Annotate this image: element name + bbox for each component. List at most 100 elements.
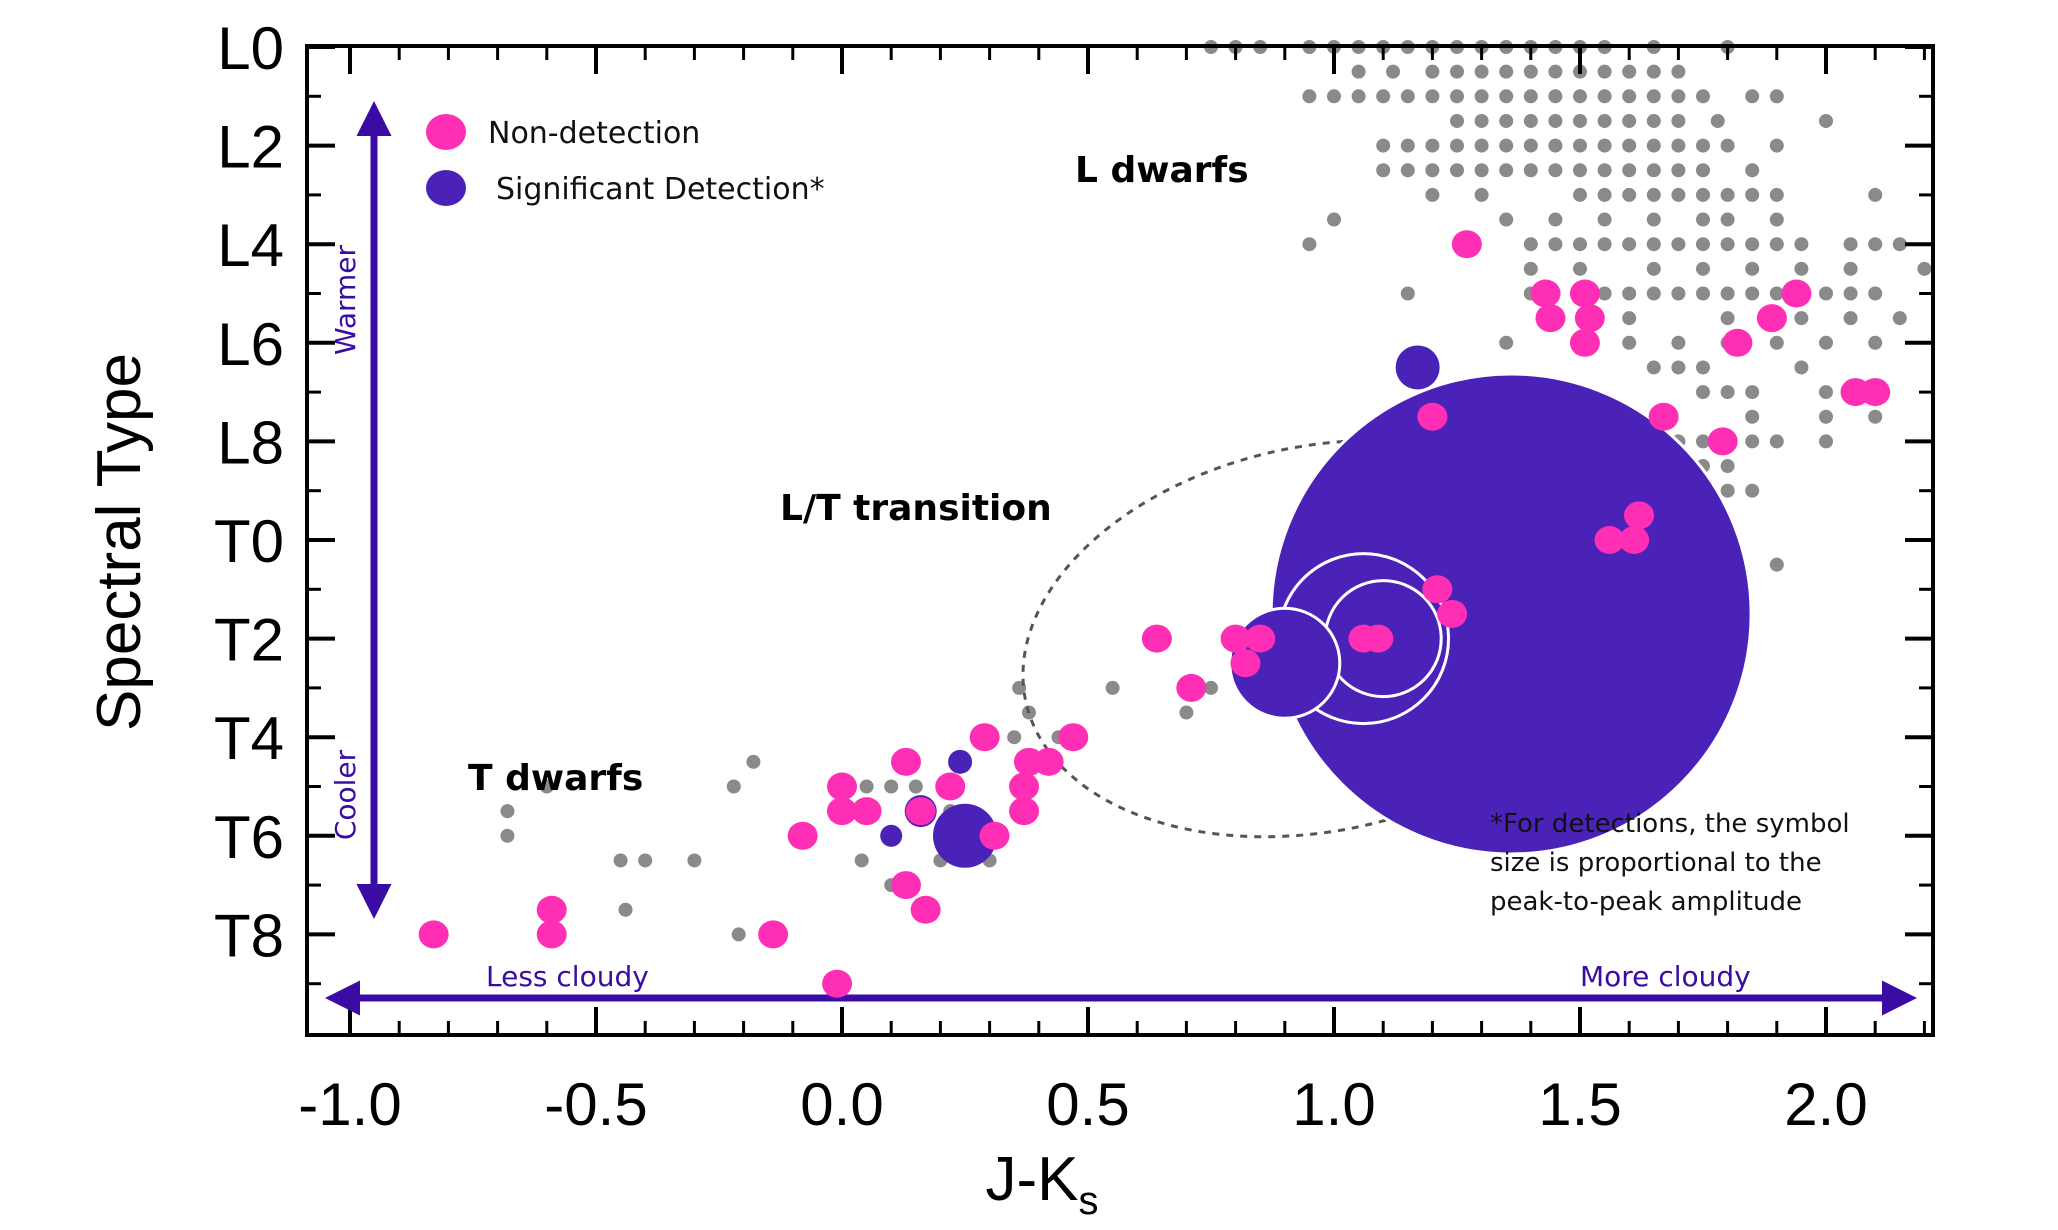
background-point [1622, 138, 1637, 153]
background-point [1573, 187, 1587, 202]
legend: Non-detection Significant Detection* [426, 114, 825, 207]
background-point [1548, 237, 1563, 252]
background-point [1794, 360, 1809, 375]
background-point [1523, 237, 1538, 252]
warmer-label: Warmer [329, 244, 362, 355]
background-point [1302, 237, 1317, 252]
background-point [1400, 138, 1415, 153]
background-point [1868, 335, 1883, 350]
background-point [1745, 261, 1760, 276]
non-detection-point [910, 895, 941, 924]
less-cloudy-label: Less cloudy [486, 960, 649, 993]
non-detection-point [822, 969, 853, 998]
background-point [1671, 286, 1686, 301]
background-point [1646, 261, 1661, 276]
non-detection-point [1574, 304, 1605, 333]
x-tick-label: 1.5 [1538, 1071, 1621, 1138]
background-point [1819, 113, 1833, 128]
legend-non-detection-label: Non-detection [488, 116, 700, 151]
non-detection-point [1569, 279, 1600, 308]
background-point [1843, 237, 1858, 252]
background-point [1769, 89, 1784, 104]
background-point [1745, 286, 1760, 301]
axes: -1.0 -0.5 0.0 0.5 1.0 1.5 2.0 L0 L2 L4 L6 L8 T0 T2 T4 T… [214, 15, 1935, 1138]
background-point [1622, 113, 1637, 128]
background-point [1622, 311, 1637, 326]
background-point [1376, 138, 1391, 153]
x-tick-label: 2.0 [1784, 1071, 1867, 1138]
y-tick-label: T0 [214, 508, 284, 575]
x-axis-title-main: J-K [986, 1145, 1079, 1214]
background-point [1794, 261, 1809, 276]
background-point [1745, 409, 1760, 424]
background-point [1720, 385, 1735, 400]
background-point [1597, 163, 1612, 178]
background-point [1007, 730, 1022, 745]
background-point [1646, 286, 1661, 301]
non-detection-point [1230, 649, 1261, 678]
background-point [1671, 237, 1686, 252]
background-point [1351, 89, 1366, 104]
detection-size-note: *For detections, the symbol size is prop… [1490, 809, 1850, 917]
background-point [1745, 187, 1760, 202]
background-point [1819, 335, 1833, 350]
background-point [859, 779, 874, 794]
non-detection-point [1009, 797, 1040, 826]
y-tick-label: L6 [217, 311, 284, 378]
background-point [1646, 113, 1661, 128]
non-detection-point [905, 797, 936, 826]
background-point [1868, 286, 1883, 301]
background-point [1819, 434, 1833, 449]
y-tick-label: T6 [214, 804, 284, 871]
background-point [1450, 89, 1464, 104]
note-line-3: peak-to-peak amplitude [1490, 887, 1802, 917]
non-detection-point [1535, 304, 1566, 333]
background-point [1523, 89, 1538, 104]
background-point [1474, 163, 1489, 178]
background-point [1794, 237, 1809, 252]
background-point [1769, 286, 1784, 301]
non-detection-point [1756, 304, 1787, 333]
l-dwarfs-label: L dwarfs [1075, 150, 1249, 191]
background-point [1671, 89, 1686, 104]
background-point [1474, 89, 1489, 104]
background-point [1671, 113, 1686, 128]
background-point [539, 779, 554, 794]
background-point [1769, 557, 1784, 572]
background-point [1573, 237, 1587, 252]
background-point [1622, 187, 1637, 202]
background-point [1376, 89, 1391, 104]
background-point [1646, 138, 1661, 153]
background-point [1769, 212, 1784, 227]
background-point [1499, 89, 1514, 104]
background-point [1696, 286, 1710, 301]
non-detection-point [758, 920, 789, 949]
background-point [1523, 138, 1538, 153]
background-point [1622, 286, 1637, 301]
cooler-label: Cooler [329, 749, 362, 840]
background-point [1745, 163, 1760, 178]
background-point [1474, 64, 1489, 79]
background-point [1425, 89, 1440, 104]
detection-point [1395, 345, 1440, 390]
background-point [1425, 187, 1440, 202]
t-dwarfs-label: T dwarfs [468, 758, 643, 799]
background-point [854, 853, 869, 868]
legend-non-detection-marker [426, 114, 466, 150]
background-point [1523, 64, 1538, 79]
background-point [1327, 212, 1341, 227]
background-point [1671, 163, 1686, 178]
background-point [1597, 286, 1612, 301]
non-detection-point [851, 797, 882, 826]
background-point [1450, 138, 1464, 153]
y-tick-label: L4 [217, 212, 284, 279]
background-point [1400, 286, 1415, 301]
background-point [1745, 89, 1760, 104]
x-axis-title: J-Ks [986, 1145, 1099, 1223]
background-point [908, 779, 923, 794]
background-point [638, 853, 653, 868]
background-point [1548, 163, 1563, 178]
background-point [1105, 680, 1120, 695]
background-point [1720, 483, 1735, 498]
